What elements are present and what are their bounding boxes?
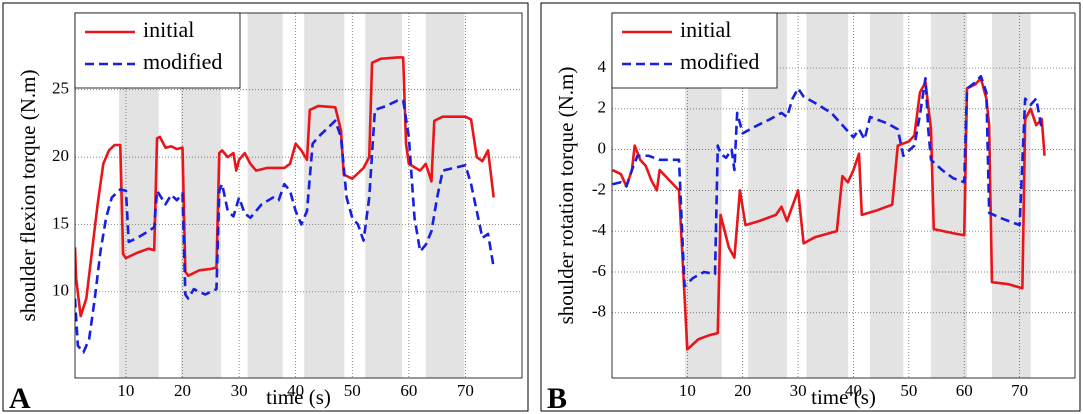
shaded-interval (425, 13, 465, 378)
panel-label: A (9, 382, 31, 414)
x-tick-label: 30 (231, 381, 248, 400)
y-tick-label: -2 (592, 179, 606, 198)
y-tick-label: -8 (592, 302, 606, 321)
series-line (612, 76, 1046, 351)
x-tick-label: 50 (900, 381, 917, 400)
y-tick-label: 25 (52, 79, 69, 98)
plot-frame (74, 12, 523, 379)
x-tick-label: 70 (457, 381, 474, 400)
series-line (75, 56, 496, 318)
series-line (612, 74, 1044, 288)
y-tick-label: 2 (598, 98, 607, 117)
legend-label: initial (143, 17, 194, 42)
shaded-interval (931, 13, 968, 378)
y-axis-label: shoulder rotation torque (N.m) (554, 67, 578, 325)
x-tick-label: 30 (790, 381, 807, 400)
legend-label: initial (680, 17, 731, 42)
plot-frame (611, 12, 1076, 379)
x-tick-label: 10 (679, 381, 696, 400)
panel: 10 20 30 40 50 60 70 10 15 20 25 initial modified tim… (2, 2, 529, 414)
x-tick-label: 40 (287, 381, 304, 400)
y-tick-label: 20 (52, 146, 69, 165)
x-tick-label: 20 (174, 381, 191, 400)
x-tick-label: 50 (344, 381, 361, 400)
x-tick-label: 70 (1011, 381, 1028, 400)
x-tick-label: 60 (956, 381, 973, 400)
shaded-interval (870, 13, 904, 378)
x-tick-label: 60 (400, 381, 417, 400)
legend-box (74, 12, 241, 89)
x-tick-label: 40 (845, 381, 862, 400)
y-tick-label: 0 (598, 139, 607, 158)
y-tick-label: -6 (592, 261, 606, 280)
x-tick-label: 10 (117, 381, 134, 400)
panel-label: B (547, 382, 567, 414)
y-tick-label: 15 (52, 213, 69, 232)
shaded-interval (304, 13, 345, 378)
legend-label: modified (680, 49, 759, 74)
y-tick-label: 4 (598, 57, 607, 76)
y-tick-label: 10 (52, 281, 69, 300)
shaded-interval (247, 13, 283, 378)
legend-box (611, 12, 778, 89)
y-tick-label: -4 (592, 220, 607, 239)
x-axis-label: time (s) (266, 385, 331, 409)
panel: 10 20 30 40 50 60 70 -8 -6 -4 -2 0 2 4 initial modified… (540, 2, 1081, 414)
x-tick-label: 20 (734, 381, 751, 400)
y-axis-label: shoulder flexion torque (N.m) (16, 70, 40, 322)
x-axis-label: time (s) (811, 385, 876, 409)
series-line (75, 99, 495, 354)
legend-label: modified (143, 49, 222, 74)
